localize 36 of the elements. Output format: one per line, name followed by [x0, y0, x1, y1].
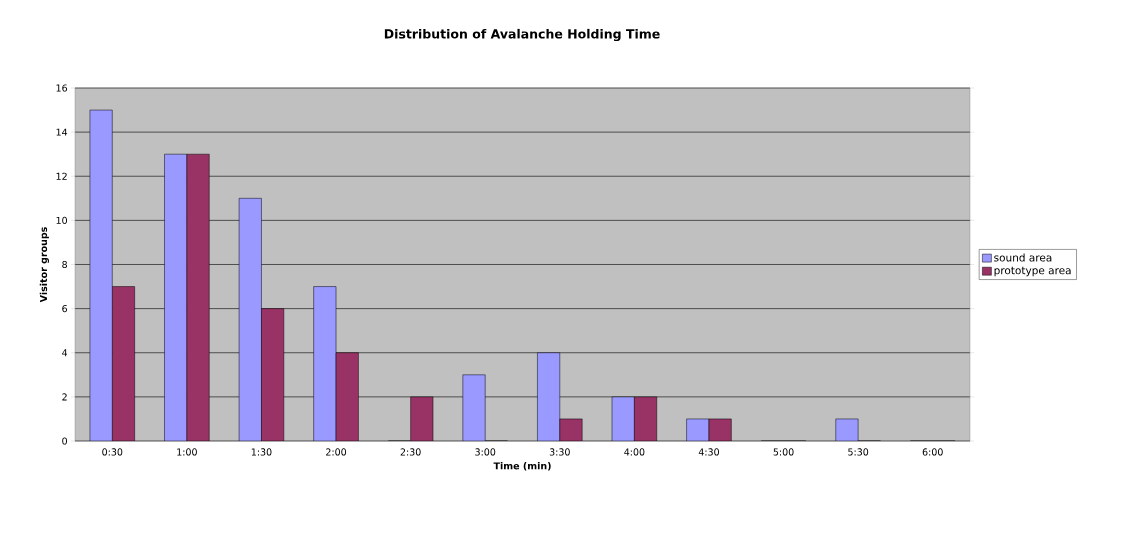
legend-label: sound area: [994, 253, 1052, 262]
bar: [164, 153, 188, 441]
bar: [335, 352, 359, 441]
y-tick-label: 14: [56, 128, 68, 136]
y-tick-label: 10: [56, 216, 67, 224]
bar: [112, 286, 135, 441]
x-tick-label: 5:00: [773, 448, 794, 456]
bar: [238, 198, 262, 441]
chart-title: Distribution of Avalanche Holding Time: [384, 28, 660, 42]
bar: [261, 308, 285, 441]
x-axis-title: Time (min): [493, 462, 551, 471]
x-tick-label: 5:30: [848, 448, 869, 456]
x-tick-label: 0:30: [102, 448, 123, 456]
x-tick-label: 4:00: [624, 448, 645, 456]
legend-label: prototype area: [994, 266, 1071, 277]
y-tick-label: 0: [62, 437, 67, 445]
x-tick-label: 1:30: [251, 448, 272, 456]
x-tick-label: 1:00: [177, 448, 197, 456]
bar: [89, 109, 113, 441]
bar: [537, 352, 561, 441]
x-tick-label: 4:30: [698, 448, 719, 456]
x-tick-label: 3:00: [475, 448, 496, 456]
y-tick-label: 12: [56, 172, 67, 180]
bar: [313, 286, 337, 441]
x-tick-label: 2:30: [400, 448, 421, 456]
bar: [462, 374, 486, 441]
x-tick-label: 6:00: [922, 448, 943, 456]
y-tick-label: 16: [56, 84, 68, 92]
y-tick-label: 6: [62, 305, 68, 313]
y-axis-title: Visitor groups: [39, 227, 50, 303]
y-tick-label: 4: [62, 349, 68, 357]
y-tick-label: 8: [62, 260, 67, 269]
x-tick-label: 2:00: [326, 448, 347, 456]
x-tick-label: 3:30: [549, 448, 570, 456]
bar: [186, 153, 210, 441]
y-tick-label: 2: [62, 393, 67, 401]
